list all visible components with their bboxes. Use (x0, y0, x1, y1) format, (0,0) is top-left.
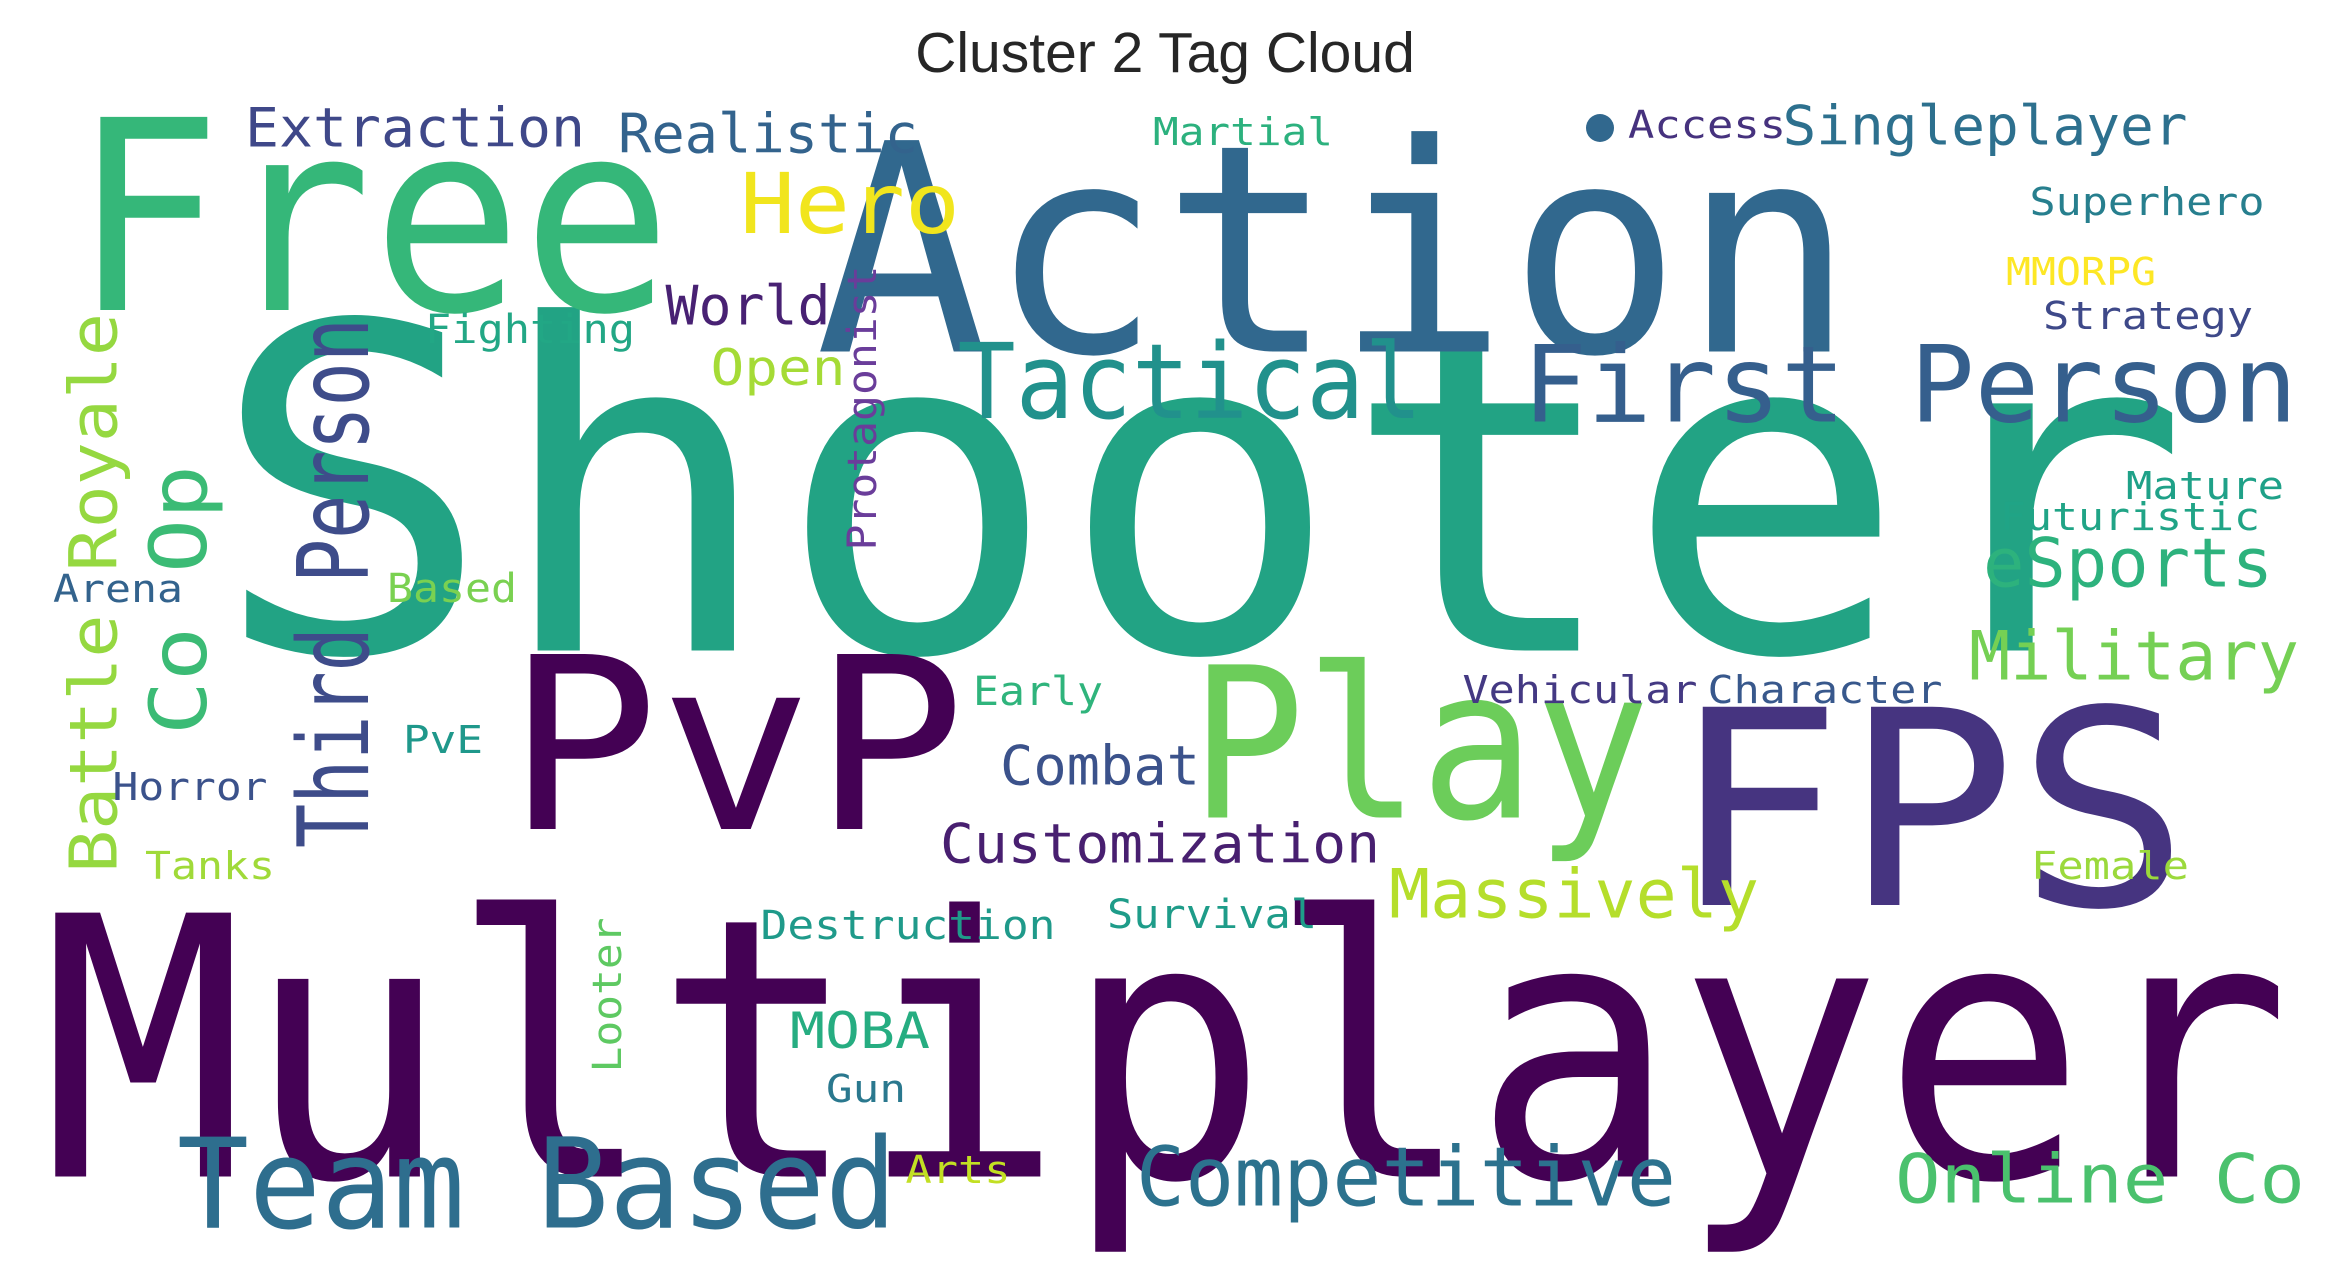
word-free: Free (72, 65, 672, 373)
word-superhero: Superhero (2030, 180, 2265, 224)
word-action: Action (815, 84, 1855, 421)
word-customization: Customization (940, 813, 1380, 876)
word-female: Female (2031, 844, 2189, 888)
word-access: Access (1628, 103, 1786, 147)
word-mature: Mature (2126, 464, 2284, 508)
word-mmorpg: MMORPG (2006, 250, 2156, 294)
word-fps: FPS (1670, 654, 2190, 970)
word-looter: Looter (585, 918, 631, 1073)
word-survival: Survival (1107, 892, 1317, 938)
word-battle-royale: Battle Royale (56, 313, 133, 873)
word-realistic: Realistic (618, 103, 918, 166)
word-fighting: Fighting (425, 307, 635, 353)
word-character: Character (1708, 668, 1943, 712)
word-tactical: Tactical (958, 321, 1423, 443)
word-moba: MOBA (790, 1002, 930, 1060)
dot-mark (1586, 114, 1614, 142)
word-multiplayer: Multiplayer (41, 842, 2291, 1263)
word-protagonist: Protagonist (840, 266, 886, 551)
word-combat: Combat (1000, 735, 1200, 798)
word-online-co: Online Co (1895, 1141, 2305, 1220)
word-pve: PvE (403, 718, 483, 762)
word-strategy: Strategy (2043, 294, 2253, 338)
word-based: Based (387, 566, 517, 612)
word-pvp: PvP (506, 606, 966, 886)
word-singleplayer: Singleplayer (1783, 95, 2188, 158)
word-team-based: Team Based (177, 1113, 897, 1258)
word-gun: Gun (826, 1067, 906, 1111)
word-horror: Horror (113, 765, 268, 809)
word-vehicular: Vehicular (1463, 668, 1698, 712)
word-world: World (666, 275, 831, 338)
word-martial: Martial (1153, 110, 1333, 154)
word-hero: Hero (740, 155, 960, 253)
word-arts: Arts (906, 1148, 1011, 1192)
word-first-person: First Person (1523, 324, 2298, 447)
word-military: Military (1969, 618, 2299, 697)
word-co-op: Co Op (135, 465, 225, 735)
word-early: Early (973, 669, 1103, 715)
word-esports: eSports (1983, 525, 2273, 604)
figure-title: Cluster 2 Tag Cloud (915, 21, 1415, 85)
word-play: Play (1190, 623, 1650, 868)
word-third-person: Third Person (278, 318, 392, 848)
word-destruction: Destruction (761, 903, 1056, 949)
word-extraction: Extraction (245, 97, 585, 160)
word-tanks: Tanks (145, 844, 275, 888)
word-arena: Arena (53, 567, 183, 611)
word-massively: Massively (1389, 856, 1759, 935)
word-competitive: Competitive (1136, 1131, 1676, 1226)
word-futuristic: Futuristic (2000, 495, 2260, 539)
word-open: Open (711, 339, 846, 397)
word-shooter: Shooter (210, 231, 2190, 758)
